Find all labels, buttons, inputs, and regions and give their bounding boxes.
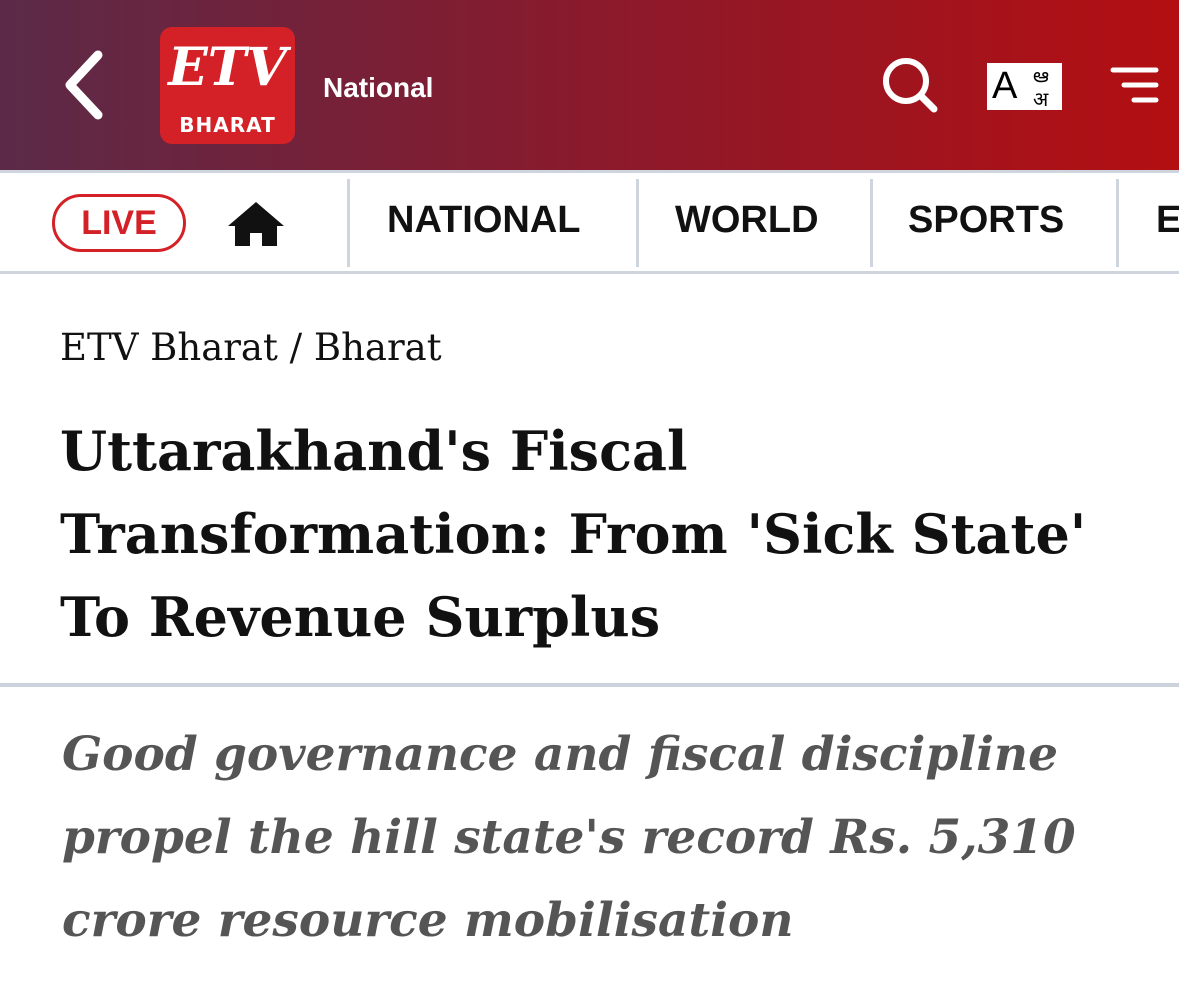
article-title: Uttarakhand's Fiscal Transformation: Fro… [60, 419, 1087, 649]
nav-item[interactable]: E [1156, 199, 1179, 241]
nav-divider [1116, 179, 1119, 267]
logo-text: BHARAT [179, 113, 276, 137]
lang-telugu: ఆ [1033, 63, 1049, 87]
separator-rule [0, 683, 1179, 687]
lang-hindi: अ [1033, 87, 1049, 111]
nav-item[interactable]: NATIONAL [387, 199, 581, 241]
home-icon[interactable] [226, 199, 286, 249]
breadcrumb-link[interactable]: ETV Bharat [60, 326, 278, 369]
section-name: National [323, 72, 434, 103]
nav-divider [636, 179, 639, 267]
nav-divider [347, 179, 350, 267]
breadcrumb-separator: / [289, 326, 303, 369]
nav-item[interactable]: SPORTS [908, 199, 1065, 241]
lang-latin: A [992, 65, 1018, 107]
breadcrumb-link[interactable]: Bharat [313, 326, 442, 369]
logo[interactable]: ETV BHARAT [160, 27, 295, 144]
nav-item[interactable]: WORLD [675, 199, 819, 241]
back-button[interactable] [60, 50, 110, 120]
nav-bar: LIVE NATIONAL WORLD SPORTS E [0, 170, 1179, 274]
search-icon[interactable] [880, 55, 940, 115]
breadcrumb: ETV Bharat / Bharat [60, 326, 442, 369]
article-subtitle: Good governance and fiscal discipline pr… [62, 727, 1076, 948]
nav-divider [870, 179, 873, 267]
live-button[interactable]: LIVE [52, 194, 186, 252]
logo-mark: ETV [168, 37, 287, 98]
header: ETV BHARAT National A ఆ अ [0, 0, 1179, 170]
menu-icon[interactable] [1110, 66, 1160, 106]
language-button[interactable]: A ఆ अ [987, 63, 1062, 111]
